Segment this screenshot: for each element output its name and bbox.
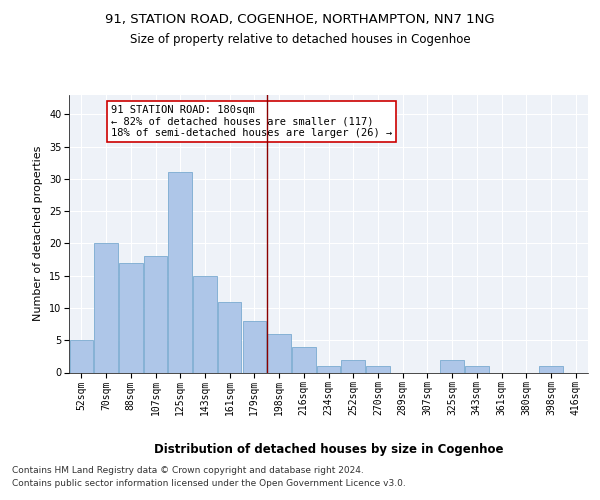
- Bar: [169, 172, 192, 372]
- Bar: [317, 366, 340, 372]
- Bar: [70, 340, 93, 372]
- Text: 91, STATION ROAD, COGENHOE, NORTHAMPTON, NN7 1NG: 91, STATION ROAD, COGENHOE, NORTHAMPTON,…: [105, 12, 495, 26]
- Bar: [242, 321, 266, 372]
- Bar: [440, 360, 464, 372]
- Bar: [341, 360, 365, 372]
- Bar: [292, 346, 316, 372]
- Y-axis label: Number of detached properties: Number of detached properties: [34, 146, 43, 322]
- Bar: [465, 366, 488, 372]
- Text: Contains HM Land Registry data © Crown copyright and database right 2024.: Contains HM Land Registry data © Crown c…: [12, 466, 364, 475]
- Text: Contains public sector information licensed under the Open Government Licence v3: Contains public sector information licen…: [12, 479, 406, 488]
- Bar: [218, 302, 241, 372]
- Bar: [119, 263, 143, 372]
- Bar: [144, 256, 167, 372]
- Text: 91 STATION ROAD: 180sqm
← 82% of detached houses are smaller (117)
18% of semi-d: 91 STATION ROAD: 180sqm ← 82% of detache…: [111, 104, 392, 138]
- Text: Size of property relative to detached houses in Cogenhoe: Size of property relative to detached ho…: [130, 32, 470, 46]
- Bar: [366, 366, 389, 372]
- Text: Distribution of detached houses by size in Cogenhoe: Distribution of detached houses by size …: [154, 442, 503, 456]
- Bar: [193, 276, 217, 372]
- Bar: [268, 334, 291, 372]
- Bar: [539, 366, 563, 372]
- Bar: [94, 244, 118, 372]
